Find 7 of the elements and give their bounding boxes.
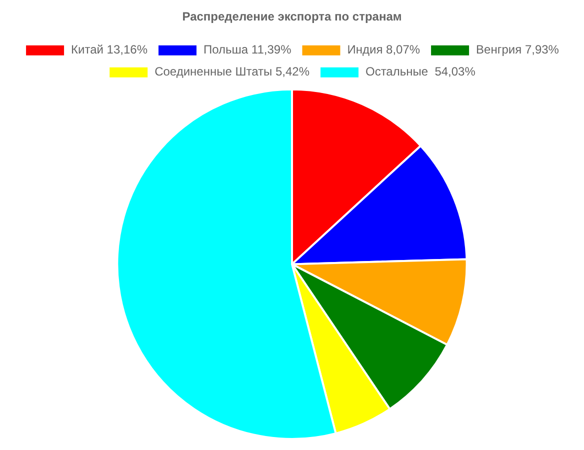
legend-label: Китай 13,16% [71,42,148,57]
legend-label: Остальные 54,03% [365,64,476,79]
legend-label: Польша 11,39% [204,42,292,57]
legend-label: Соединенные Штаты 5,42% [154,64,310,79]
legend-label: Индия 8,07% [347,42,420,57]
legend-label: Венгрия 7,93% [476,42,560,57]
chart-title: Распределение экспорта по странам [182,10,402,24]
